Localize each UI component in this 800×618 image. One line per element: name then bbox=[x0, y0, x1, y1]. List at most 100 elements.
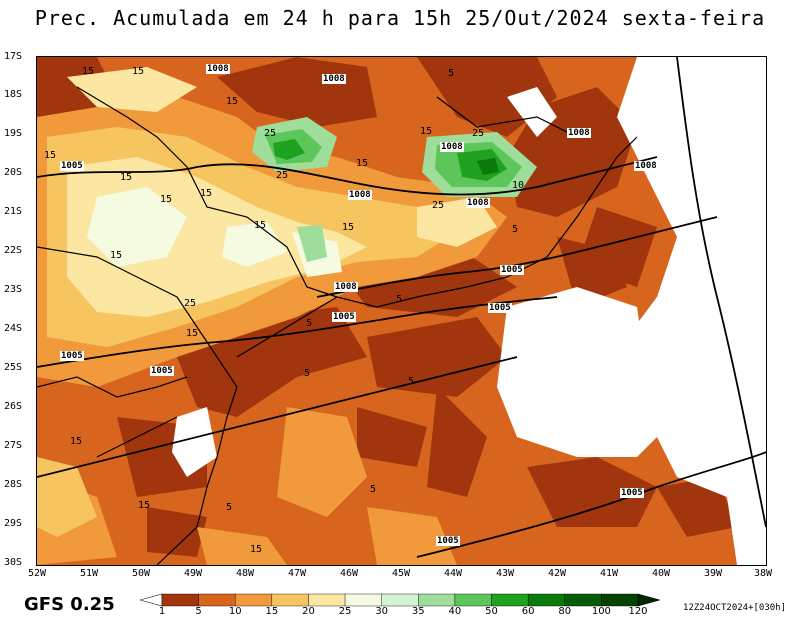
colorbar-tick-label: 25 bbox=[338, 606, 352, 617]
lon-label: 45W bbox=[391, 568, 411, 579]
lon-label: 50W bbox=[131, 568, 151, 579]
contour-label: 15 bbox=[250, 544, 263, 555]
precip-band-20-25 bbox=[67, 67, 497, 317]
contour-label: 5 bbox=[408, 376, 415, 387]
isobar-label: 1008 bbox=[334, 282, 358, 292]
contour-label: 5 bbox=[306, 318, 313, 329]
lon-label: 48W bbox=[235, 568, 255, 579]
lon-label: 44W bbox=[443, 568, 463, 579]
lon-label: 39W bbox=[703, 568, 723, 579]
colorbar-cell bbox=[308, 593, 346, 607]
lat-label: 23S bbox=[4, 284, 23, 295]
colorbar-tick-label: 35 bbox=[411, 606, 425, 617]
lat-label: 28S bbox=[4, 479, 23, 490]
lon-label: 38W bbox=[753, 568, 773, 579]
colorbar-tick-label: 80 bbox=[558, 606, 572, 617]
lon-label: 42W bbox=[547, 568, 567, 579]
lon-label: 43W bbox=[495, 568, 515, 579]
colorbar-tick-label: 15 bbox=[265, 606, 279, 617]
coastline-and-borders bbox=[37, 86, 638, 565]
colorbar-cell bbox=[491, 593, 529, 607]
colorbar-cell bbox=[344, 593, 382, 607]
lon-label: 49W bbox=[183, 568, 203, 579]
colorbar-tick-label: 100 bbox=[591, 606, 611, 617]
precip-band-50-60 bbox=[273, 139, 507, 181]
lat-label: 24S bbox=[4, 323, 23, 334]
isobar-label: 1005 bbox=[620, 488, 644, 498]
precipitation-map bbox=[36, 56, 767, 566]
contour-label: 5 bbox=[370, 484, 377, 495]
precip-band-1-5 bbox=[37, 57, 737, 557]
lat-label: 29S bbox=[4, 518, 23, 529]
isobar-label: 1005 bbox=[150, 366, 174, 376]
colorbar-cell bbox=[271, 593, 309, 607]
contour-label: 25 bbox=[264, 128, 277, 139]
lon-label: 40W bbox=[651, 568, 671, 579]
contour-label: 25 bbox=[432, 200, 445, 211]
lon-label: 41W bbox=[599, 568, 619, 579]
colorbar-tick-label: 50 bbox=[485, 606, 498, 617]
contour-label: 25 bbox=[184, 298, 197, 309]
colorbar-tick-label: 10 bbox=[228, 606, 242, 617]
colorbar bbox=[140, 593, 660, 607]
contour-label: 5 bbox=[304, 368, 311, 379]
contour-label: 15 bbox=[132, 66, 145, 77]
lat-label: 26S bbox=[4, 401, 23, 412]
contour-label: 5 bbox=[396, 294, 403, 305]
contour-label: 25 bbox=[276, 170, 289, 181]
lon-label: 52W bbox=[27, 568, 47, 579]
isobar-label: 1008 bbox=[322, 74, 346, 84]
lon-label: 47W bbox=[287, 568, 307, 579]
isobar-label: 1005 bbox=[488, 303, 512, 313]
model-label: GFS 0.25 bbox=[24, 594, 115, 615]
colorbar-tick-label: 30 bbox=[375, 606, 389, 617]
colorbar-cell bbox=[527, 593, 565, 607]
isobar-label: 1005 bbox=[332, 312, 356, 322]
colorbar-cell bbox=[418, 593, 456, 607]
contour-label: 5 bbox=[512, 224, 519, 235]
isobar-label: 1008 bbox=[567, 128, 591, 138]
precip-band-25-30 bbox=[87, 187, 342, 277]
contour-label: 15 bbox=[70, 436, 83, 447]
lat-label: 19S bbox=[4, 128, 23, 139]
colorbar-cell bbox=[140, 593, 163, 607]
lat-label: 22S bbox=[4, 245, 23, 256]
contour-label: 15 bbox=[226, 96, 239, 107]
colorbar-tick-label: 40 bbox=[448, 606, 462, 617]
contour-label: 10 bbox=[512, 180, 525, 191]
lat-label: 25S bbox=[4, 362, 23, 373]
contour-label: 5 bbox=[448, 68, 455, 79]
colorbar-tick-label: 120 bbox=[628, 606, 648, 617]
lat-label: 20S bbox=[4, 167, 23, 178]
lat-label: 18S bbox=[4, 89, 23, 100]
contour-label: 15 bbox=[186, 328, 199, 339]
lon-label: 46W bbox=[339, 568, 359, 579]
isobar-label: 1008 bbox=[634, 161, 658, 171]
precip-band-60-80 bbox=[477, 158, 499, 175]
contour-label: 15 bbox=[44, 150, 57, 161]
contour-label: 15 bbox=[160, 194, 173, 205]
no-precip-area bbox=[172, 57, 766, 565]
isobar-label: 1005 bbox=[60, 161, 84, 171]
lat-label: 30S bbox=[4, 557, 23, 568]
isobar-label: 1008 bbox=[348, 190, 372, 200]
colorbar-cell bbox=[637, 593, 660, 607]
colorbar-tick-label: 5 bbox=[195, 606, 202, 617]
colorbar-tick-label: 20 bbox=[302, 606, 315, 617]
lat-label: 17S bbox=[4, 51, 23, 62]
contour-label: 15 bbox=[356, 158, 369, 169]
isobar-label: 1008 bbox=[466, 198, 490, 208]
contour-label: 15 bbox=[200, 188, 213, 199]
colorbar-cell bbox=[198, 593, 236, 607]
contour-label: 5 bbox=[226, 502, 233, 513]
isobar-label: 1005 bbox=[60, 351, 84, 361]
contour-label: 15 bbox=[120, 172, 133, 183]
contour-label: 15 bbox=[420, 126, 433, 137]
colorbar-cell bbox=[161, 593, 199, 607]
contour-label: 15 bbox=[138, 500, 151, 511]
lat-label: 21S bbox=[4, 206, 23, 217]
isobar-label: 1008 bbox=[206, 64, 230, 74]
isobar-label: 1008 bbox=[440, 142, 464, 152]
run-timestamp: 12Z24OCT2024+[030h] bbox=[683, 603, 786, 613]
colorbar-cell bbox=[381, 593, 419, 607]
